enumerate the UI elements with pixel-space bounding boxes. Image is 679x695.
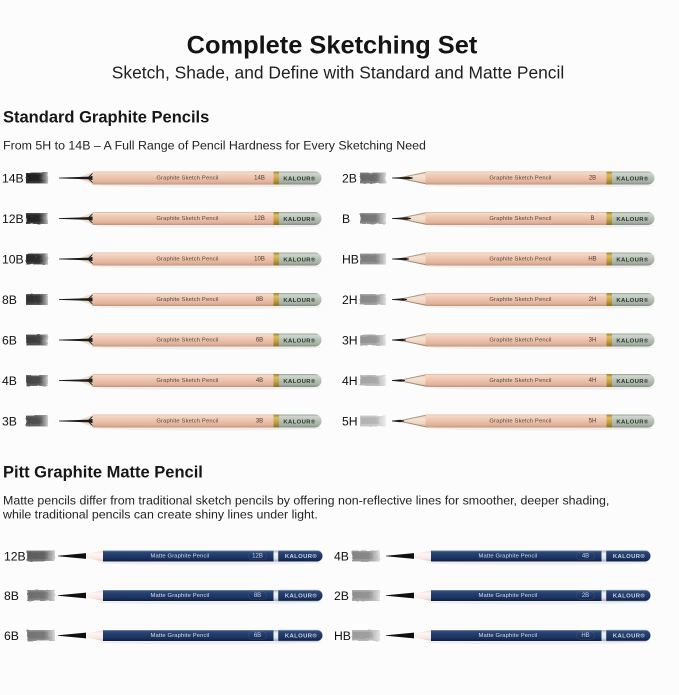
svg-text:2B: 2B	[342, 171, 357, 185]
svg-text:8B: 8B	[254, 593, 261, 599]
svg-text:6B: 6B	[254, 633, 261, 639]
svg-text:8B: 8B	[256, 297, 263, 303]
svg-text:4H: 4H	[589, 378, 597, 384]
svg-text:5H: 5H	[589, 419, 597, 425]
svg-text:4B: 4B	[582, 554, 589, 560]
svg-text:2B: 2B	[589, 176, 596, 182]
svg-text:Pitt Graphite Matte Pencil: Pitt Graphite Matte Pencil	[3, 464, 203, 482]
svg-text:Sketch, Shade, and Define with: Sketch, Shade, and Define with Standard …	[112, 63, 564, 83]
svg-text:HB: HB	[342, 252, 359, 266]
svg-text:10B: 10B	[2, 252, 24, 266]
svg-text:12B: 12B	[252, 554, 263, 560]
svg-text:14B: 14B	[254, 176, 265, 182]
svg-text:8B: 8B	[4, 589, 19, 603]
svg-text:5H: 5H	[342, 414, 358, 428]
svg-text:4B: 4B	[334, 549, 349, 563]
svg-text:14B: 14B	[2, 171, 24, 185]
svg-text:12B: 12B	[4, 549, 26, 563]
svg-text:4B: 4B	[256, 378, 263, 384]
svg-text:Matte pencils differ from trad: Matte pencils differ from traditional sk…	[3, 494, 609, 508]
svg-text:2H: 2H	[342, 293, 358, 307]
svg-text:12B: 12B	[254, 216, 265, 222]
svg-text:B: B	[590, 216, 594, 222]
svg-text:6B: 6B	[4, 629, 19, 643]
svg-text:HB: HB	[581, 633, 589, 639]
svg-text:6B: 6B	[256, 338, 263, 344]
svg-text:2B: 2B	[334, 589, 349, 603]
svg-text:2B: 2B	[582, 593, 589, 599]
svg-text:4B: 4B	[2, 374, 17, 388]
svg-text:HB: HB	[334, 629, 351, 643]
svg-text:while traditional pencils can: while traditional pencils can create shi…	[2, 508, 318, 522]
svg-text:2H: 2H	[589, 297, 597, 303]
svg-text:3B: 3B	[2, 414, 17, 428]
svg-text:6B: 6B	[2, 333, 17, 347]
svg-text:B: B	[342, 212, 350, 226]
svg-text:Complete Sketching Set: Complete Sketching Set	[187, 32, 478, 60]
svg-text:8B: 8B	[2, 293, 17, 307]
svg-text:4H: 4H	[342, 374, 358, 388]
svg-text:10B: 10B	[254, 257, 265, 263]
svg-text:From 5H to 14B – A Full Range: From 5H to 14B – A Full Range of Pencil …	[3, 139, 426, 153]
svg-text:HB: HB	[588, 257, 596, 263]
svg-text:3H: 3H	[342, 333, 358, 347]
svg-text:3H: 3H	[589, 338, 597, 344]
svg-text:12B: 12B	[2, 212, 24, 226]
svg-text:Standard Graphite Pencils: Standard Graphite Pencils	[3, 109, 209, 127]
svg-text:3B: 3B	[256, 419, 263, 425]
